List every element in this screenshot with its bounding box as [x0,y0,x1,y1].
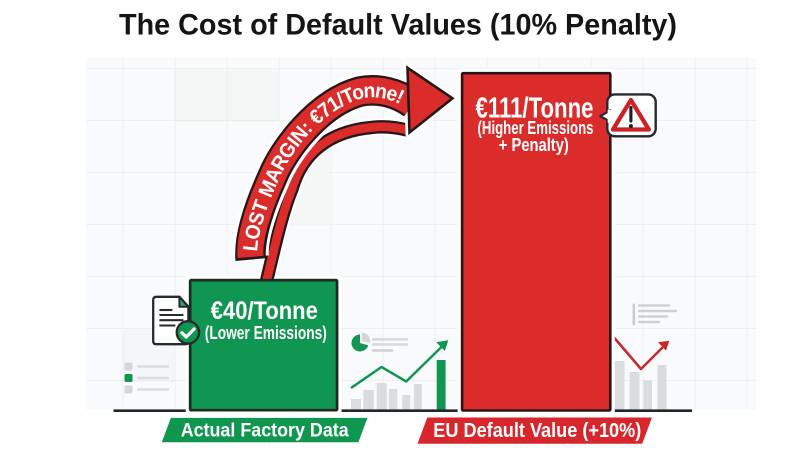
svg-text:EU Default Value (+10%): EU Default Value (+10%) [433,420,641,442]
svg-text:€40/Tonne: €40/Tonne [211,297,318,325]
svg-text:(Higher Emissions: (Higher Emissions [478,117,594,138]
svg-text:(Lower Emissions): (Lower Emissions) [205,323,327,343]
svg-text:The Cost of Default Values (10: The Cost of Default Values (10% Penalty) [119,9,677,42]
svg-text:€111/Tonne: €111/Tonne [476,93,594,125]
svg-text:+ Penalty): + Penalty) [499,134,569,155]
svg-text:Actual Factory Data: Actual Factory Data [181,420,349,441]
